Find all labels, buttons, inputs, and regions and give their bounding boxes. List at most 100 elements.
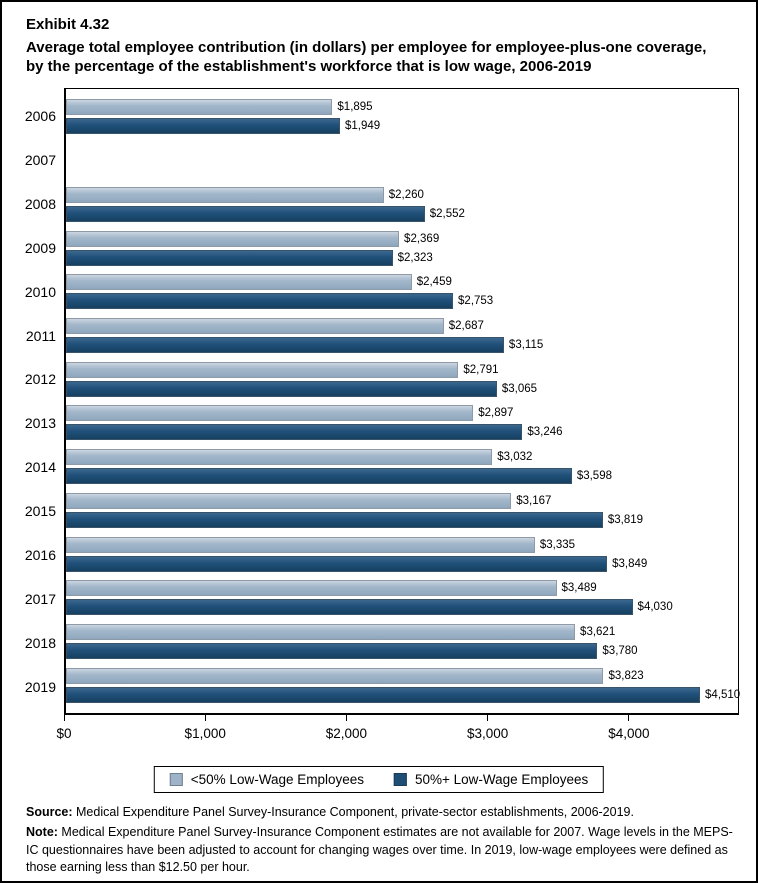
- bar-gte50-lowwage: [66, 555, 608, 572]
- bar-value-label: $3,598: [576, 470, 612, 483]
- bar-line: $3,598: [66, 468, 738, 485]
- bar-line: $2,791: [66, 361, 738, 378]
- bar-value-label: $4,510: [705, 688, 741, 701]
- chart-row: $3,335 $3,849: [66, 532, 738, 576]
- bar-value-label: $2,459: [416, 276, 452, 289]
- bar-line: $2,260: [66, 186, 738, 203]
- bar-value-label: $2,260: [388, 188, 424, 201]
- x-tick-label: $2,000: [325, 726, 368, 741]
- bar-line: $4,510: [66, 686, 741, 703]
- bar-gte50-lowwage: [66, 511, 603, 528]
- bar-line: $2,897: [66, 405, 738, 422]
- x-tick-label: $3,000: [466, 726, 509, 741]
- chart-row: $2,687 $3,115: [66, 314, 738, 358]
- bar-line: $2,459: [66, 274, 738, 291]
- year-label: 2014: [24, 459, 56, 476]
- year-label: 2010: [24, 283, 56, 300]
- chart-row: $3,823 $4,510: [66, 663, 741, 707]
- bar-line: $1,895: [66, 99, 738, 116]
- source-text: Medical Expenditure Panel Survey-Insuran…: [72, 805, 634, 819]
- year-label: 2009: [24, 239, 56, 256]
- bar-value-label: $3,489: [561, 582, 597, 595]
- bar-gte50-lowwage: [66, 599, 633, 616]
- plot-area: $1,895 $1,949 $2,260 $2,552 $2,369 $2,323 $2,4…: [64, 88, 741, 715]
- bar-value-label: $2,369: [404, 232, 440, 245]
- bar-line: $2,369: [66, 230, 738, 247]
- bar-lt50-lowwage: [66, 536, 535, 553]
- note-text: Medical Expenditure Panel Survey-Insuran…: [26, 824, 733, 875]
- year-label: 2007: [24, 151, 56, 168]
- bar-value-label: $3,246: [527, 426, 563, 439]
- bar-value-label: $2,791: [463, 363, 499, 376]
- chart-rows: $1,895 $1,949 $2,260 $2,552 $2,369 $2,323 $2,4…: [66, 89, 741, 713]
- chart-row: $2,459 $2,753: [66, 270, 738, 314]
- bar-gte50-lowwage: [66, 642, 598, 659]
- bar-value-label: $1,949: [345, 120, 381, 133]
- bar-value-label: $3,780: [602, 644, 638, 657]
- bar-lt50-lowwage: [66, 580, 557, 597]
- bar-lt50-lowwage: [66, 186, 384, 203]
- bar-line: $1,949: [66, 118, 738, 135]
- legend-swatch-lt50-icon: [169, 773, 183, 786]
- bar-value-label: $2,552: [429, 207, 465, 220]
- chart-row: $2,369 $2,323: [66, 226, 738, 270]
- page-title: Average total employee contribution (in …: [26, 38, 707, 76]
- legend-label-gte50: 50%+ Low-Wage Employees: [415, 772, 589, 787]
- bar-value-label: $3,115: [508, 338, 544, 351]
- bar-value-label: $3,823: [608, 669, 644, 682]
- chart-row: $1,895 $1,949: [66, 95, 738, 139]
- bar-value-label: $3,335: [539, 538, 576, 551]
- legend-label-lt50: <50% Low-Wage Employees: [190, 772, 364, 787]
- note-label: Note:: [26, 824, 58, 839]
- year-label: 2017: [24, 591, 56, 608]
- year-label: 2011: [25, 327, 56, 344]
- chart-row: $3,621 $3,780: [66, 620, 738, 664]
- chart-row: $2,897 $3,246: [66, 401, 738, 445]
- bar-line: $3,115: [66, 336, 738, 353]
- source-note: Source: Medical Expenditure Panel Survey…: [26, 804, 740, 822]
- x-tick-mark: [204, 715, 206, 721]
- bar-value-label: $2,323: [397, 251, 433, 264]
- year-label: 2006: [24, 107, 56, 124]
- bar-gte50-lowwage: [66, 249, 393, 266]
- bar-line: $3,246: [66, 424, 738, 441]
- source-label: Source:: [26, 805, 73, 819]
- chart-row: $3,032 $3,598: [66, 445, 738, 489]
- bar-lt50-lowwage: [66, 449, 493, 466]
- bar-line: $3,167: [66, 492, 738, 509]
- chart-row: $2,260 $2,552: [66, 182, 738, 226]
- bar-value-label: $3,621: [580, 625, 616, 638]
- bar-value-label: $3,849: [612, 557, 648, 570]
- exhibit-label: Exhibit 4.32: [26, 16, 110, 33]
- bar-lt50-lowwage: [66, 317, 444, 334]
- year-label: 2012: [24, 371, 56, 388]
- bar-value-label: $1,895: [337, 101, 373, 114]
- bar-gte50-lowwage: [66, 293, 454, 310]
- method-note: Note: Medical Expenditure Panel Survey-I…: [26, 824, 740, 877]
- header: Exhibit 4.32 Average total employee cont…: [26, 15, 726, 77]
- bar-line: $3,849: [66, 555, 738, 572]
- bar-line: $3,065: [66, 380, 738, 397]
- bar-gte50-lowwage: [66, 468, 572, 485]
- bar-gte50-lowwage: [66, 380, 497, 397]
- footer: Source: Medical Expenditure Panel Survey…: [26, 804, 740, 879]
- bar-value-label: $3,167: [516, 494, 552, 507]
- bar-value-label: $3,065: [501, 382, 538, 395]
- legend-item-gte50: 50%+ Low-Wage Employees: [394, 772, 588, 787]
- bar-line: $2,323: [66, 249, 738, 266]
- bar-lt50-lowwage: [66, 99, 333, 116]
- year-label: 2013: [24, 415, 56, 432]
- year-label: 2015: [24, 503, 56, 520]
- bar-value-label: $2,753: [458, 295, 494, 308]
- bar-value-label: $4,030: [637, 601, 673, 614]
- x-tick-mark: [628, 715, 630, 721]
- legend: <50% Low-Wage Employees 50%+ Low-Wage Em…: [153, 766, 605, 793]
- bar-lt50-lowwage: [66, 667, 604, 684]
- bar-lt50-lowwage: [66, 405, 474, 422]
- bar-line: $2,687: [66, 317, 738, 334]
- bar-line: $2,753: [66, 293, 738, 310]
- bar-gte50-lowwage: [66, 424, 523, 441]
- bar-line: $3,032: [66, 449, 738, 466]
- bar-line: $3,489: [66, 580, 738, 597]
